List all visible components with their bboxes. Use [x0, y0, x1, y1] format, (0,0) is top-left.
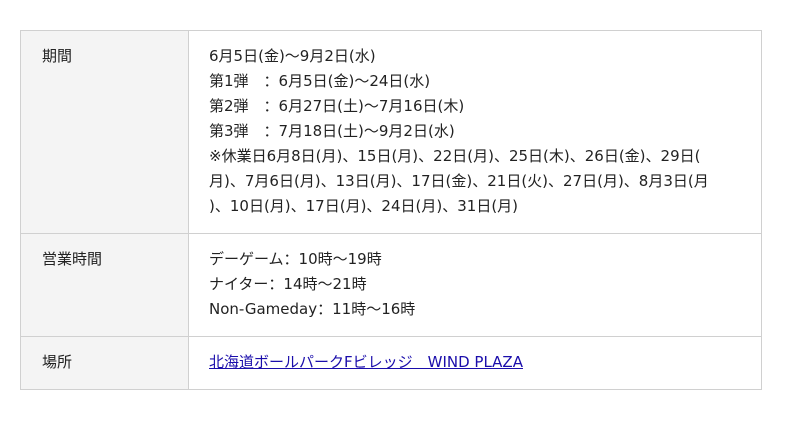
info-table: 期間 6月5日(金)〜9月2日(水) 第1弾 ：6月5日(金)〜24日(水) 第… [20, 30, 762, 390]
location-link[interactable]: 北海道ボールパークFビレッジ WIND PLAZA [209, 353, 523, 371]
row-label: 期間 [20, 30, 189, 234]
table-row-hours: 営業時間 デーゲーム：10時〜19時 ナイター：14時〜21時 Non-Game… [20, 233, 762, 337]
period-line: 第2弾 ：6月27日(土)〜7月16日(木) [209, 97, 465, 115]
holiday-line: )、10日(月)、17日(月)、24日(月)、31日(月) [209, 197, 519, 215]
hours-value: デーゲーム：10時〜19時 ナイター：14時〜21時 Non-Gameday：1… [188, 233, 762, 337]
period-line: 第1弾 ：6月5日(金)〜24日(水) [209, 72, 431, 90]
hours-line: ナイター：14時〜21時 [209, 275, 367, 293]
period-value: 6月5日(金)〜9月2日(水) 第1弾 ：6月5日(金)〜24日(水) 第2弾 … [188, 30, 762, 234]
holiday-line: ※休業日6月8日(月)、15日(月)、22日(月)、25日(木)、26日(金)、… [209, 147, 701, 165]
row-label: 場所 [20, 336, 189, 390]
row-label: 営業時間 [20, 233, 189, 337]
holiday-line: 月)、7月6日(月)、13日(月)、17日(金)、21日(火)、27日(月)、8… [209, 172, 709, 190]
period-line: 6月5日(金)〜9月2日(水) [209, 47, 376, 65]
table-row-period: 期間 6月5日(金)〜9月2日(水) 第1弾 ：6月5日(金)〜24日(水) 第… [20, 30, 762, 234]
hours-line: Non-Gameday：11時〜16時 [209, 300, 416, 318]
table-row-location: 場所 北海道ボールパークFビレッジ WIND PLAZA [20, 336, 762, 390]
period-line: 第3弾 ：7月18日(土)〜9月2日(水) [209, 122, 455, 140]
hours-line: デーゲーム：10時〜19時 [209, 250, 382, 268]
location-value: 北海道ボールパークFビレッジ WIND PLAZA [188, 336, 762, 390]
